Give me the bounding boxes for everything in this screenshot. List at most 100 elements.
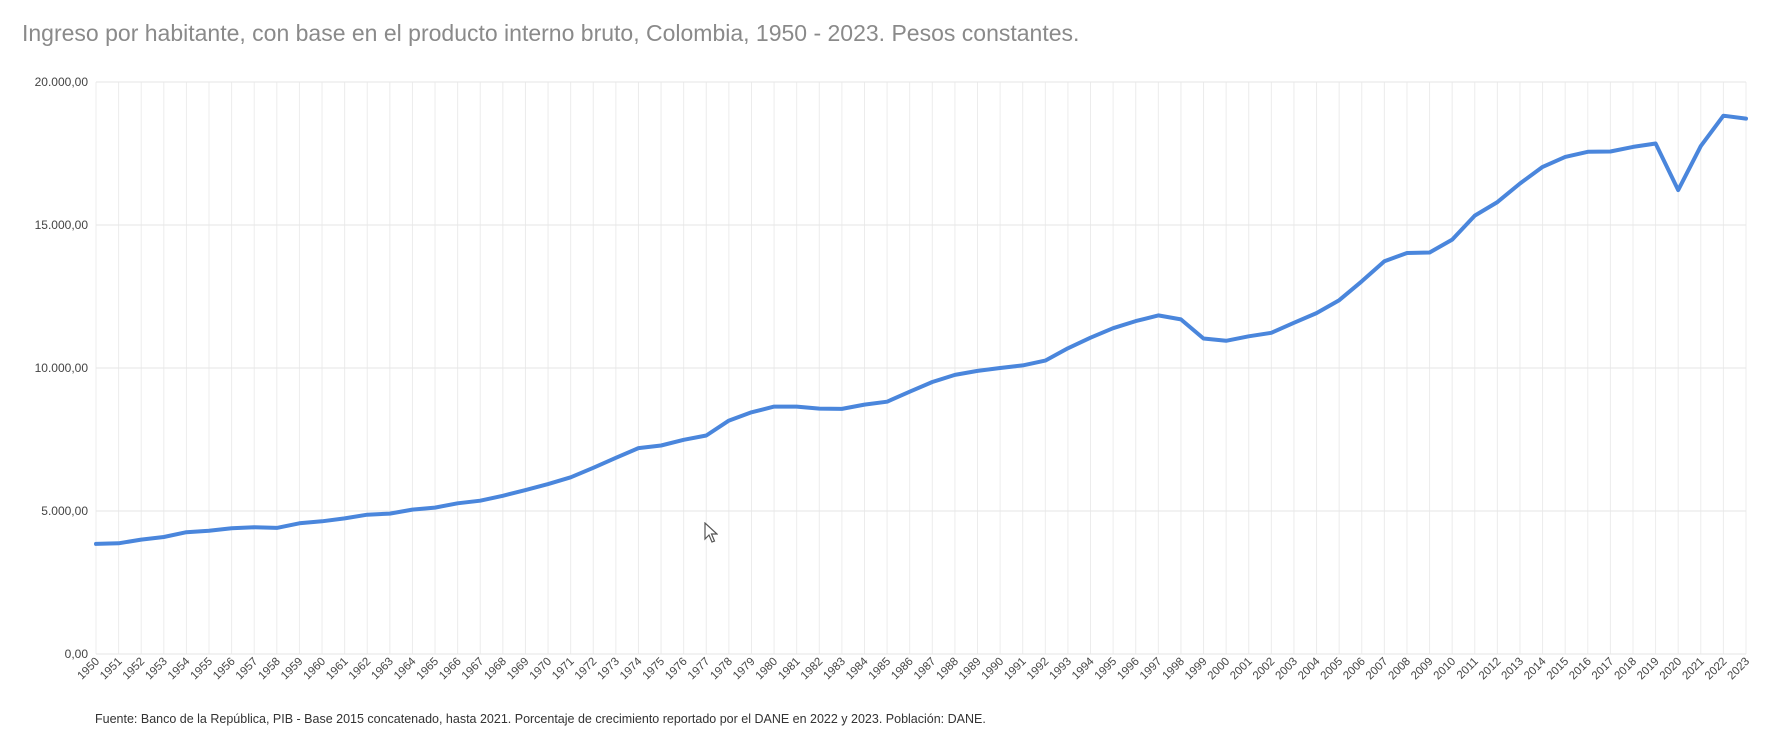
data-point-1981 <box>795 405 799 409</box>
x-tick-label: 2004 <box>1296 655 1323 682</box>
x-tick-label: 2001 <box>1228 656 1255 683</box>
x-tick-label: 2021 <box>1680 656 1707 683</box>
x-tick-label: 1954 <box>166 655 193 682</box>
data-point-1951 <box>117 541 121 545</box>
data-point-1958 <box>275 526 279 530</box>
data-point-2004 <box>1315 311 1319 315</box>
x-tick-label: 1955 <box>189 656 216 683</box>
x-tick-label: 1967 <box>460 656 487 683</box>
x-tick-label: 2023 <box>1726 656 1753 683</box>
x-tick-label: 1981 <box>776 656 803 683</box>
data-point-2008 <box>1405 251 1409 255</box>
x-tick-label: 1986 <box>889 656 916 683</box>
data-point-1972 <box>591 466 595 470</box>
data-point-1975 <box>659 444 663 448</box>
x-tick-label: 1953 <box>143 656 170 683</box>
x-tick-label: 1999 <box>1183 656 1210 683</box>
data-point-2007 <box>1382 259 1386 263</box>
x-tick-label: 1987 <box>912 656 939 683</box>
x-tick-label: 1972 <box>573 656 600 683</box>
x-tick-label: 1997 <box>1138 656 1165 683</box>
data-point-2014 <box>1541 165 1545 169</box>
x-tick-label: 2017 <box>1590 656 1617 683</box>
data-point-2003 <box>1292 321 1296 325</box>
x-tick-label: 1990 <box>980 656 1007 683</box>
data-point-1950 <box>94 542 98 546</box>
x-tick-label: 2011 <box>1455 656 1481 682</box>
y-tick-label: 15.000,00 <box>35 218 89 232</box>
x-tick-label: 2012 <box>1477 656 1504 683</box>
data-point-2020 <box>1676 188 1680 192</box>
data-point-2015 <box>1563 155 1567 159</box>
data-point-1962 <box>365 513 369 517</box>
x-tick-label: 1993 <box>1047 656 1074 683</box>
x-tick-label: 1977 <box>686 656 713 683</box>
data-point-1999 <box>1202 337 1206 341</box>
x-tick-label: 1968 <box>482 656 509 683</box>
x-tick-label: 2022 <box>1703 656 1730 683</box>
data-point-1965 <box>433 506 437 510</box>
mouse-pointer-icon <box>704 522 718 543</box>
data-point-2022 <box>1721 114 1725 118</box>
x-tick-label: 1978 <box>708 656 735 683</box>
y-axis-tick-labels: 0,00 5.000,00 10.000,00 15.000,00 20.000,00 <box>35 75 89 661</box>
data-point-1953 <box>162 535 166 539</box>
chart-source-note: Fuente: Banco de la República, PIB - Bas… <box>95 712 986 726</box>
data-point-2018 <box>1631 145 1635 149</box>
data-point-2005 <box>1337 298 1341 302</box>
x-tick-label: 1952 <box>121 656 148 683</box>
data-point-2012 <box>1495 200 1499 204</box>
data-point-2016 <box>1586 150 1590 154</box>
data-point-1990 <box>998 366 1002 370</box>
x-tick-label: 1989 <box>957 656 984 683</box>
data-point-1988 <box>953 373 957 377</box>
data-point-1966 <box>456 501 460 505</box>
data-point-1985 <box>885 400 889 404</box>
x-tick-label: 2020 <box>1658 656 1685 683</box>
data-point-1960 <box>320 519 324 523</box>
data-point-2000 <box>1224 339 1228 343</box>
x-tick-label: 1960 <box>302 656 329 683</box>
x-tick-label: 1956 <box>211 656 238 683</box>
x-tick-label: 1966 <box>437 656 464 683</box>
data-point-1993 <box>1066 346 1070 350</box>
x-tick-label: 1971 <box>550 656 577 683</box>
x-tick-label: 2007 <box>1364 656 1391 683</box>
y-tick-label: 5.000,00 <box>41 504 88 518</box>
data-point-1980 <box>772 405 776 409</box>
data-point-1959 <box>297 521 301 525</box>
x-tick-label: 1969 <box>505 656 532 683</box>
x-tick-label: 2013 <box>1500 656 1527 683</box>
data-point-1971 <box>569 475 573 479</box>
data-point-1969 <box>523 488 527 492</box>
data-point-1996 <box>1134 319 1138 323</box>
data-point-2021 <box>1699 144 1703 148</box>
data-point-1994 <box>1089 336 1093 340</box>
data-point-1987 <box>930 380 934 384</box>
y-tick-label: 10.000,00 <box>35 361 89 375</box>
data-point-2011 <box>1473 214 1477 218</box>
data-point-1982 <box>817 407 821 411</box>
series-group <box>94 113 1748 546</box>
data-point-1957 <box>252 525 256 529</box>
x-tick-label: 1991 <box>1002 656 1029 683</box>
x-tick-label: 2018 <box>1613 656 1640 683</box>
x-tick-label: 2016 <box>1567 656 1594 683</box>
x-tick-label: 2008 <box>1386 656 1413 683</box>
data-point-1964 <box>410 508 414 512</box>
data-point-1998 <box>1179 317 1183 321</box>
data-point-2002 <box>1269 331 1273 335</box>
data-point-1979 <box>749 410 753 414</box>
data-point-1995 <box>1111 326 1115 330</box>
x-tick-label: 1957 <box>234 656 261 683</box>
x-tick-label: 1975 <box>641 656 668 683</box>
x-tick-label: 1984 <box>844 655 871 682</box>
data-point-1952 <box>139 538 143 542</box>
x-tick-label: 1959 <box>279 656 306 683</box>
x-tick-label: 2014 <box>1522 655 1549 682</box>
x-tick-label: 1974 <box>618 655 645 682</box>
x-tick-label: 1963 <box>369 656 396 683</box>
data-point-2013 <box>1518 182 1522 186</box>
